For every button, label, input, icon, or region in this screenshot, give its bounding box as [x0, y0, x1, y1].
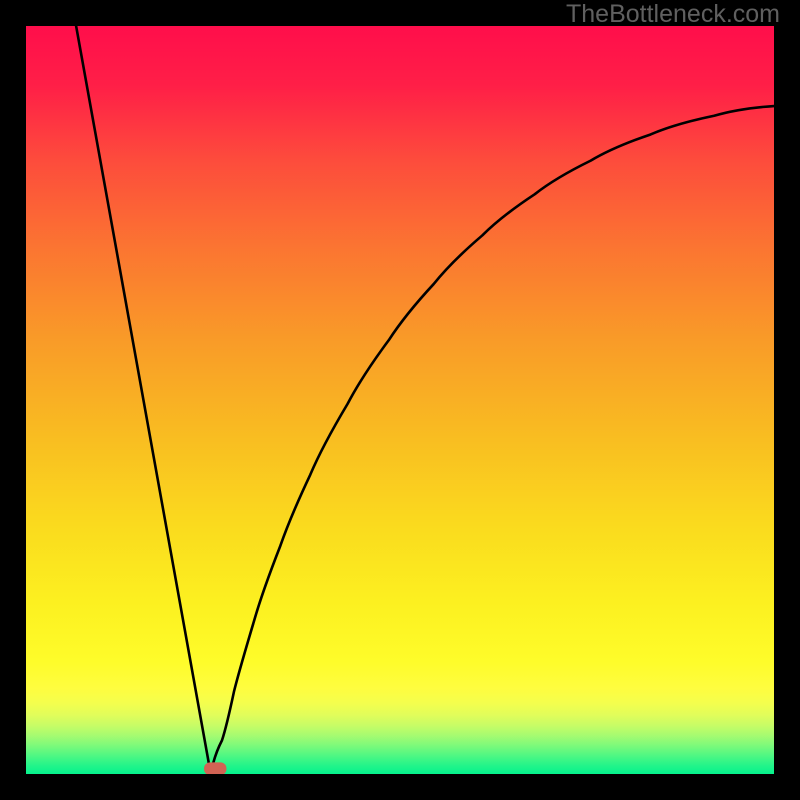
minimum-marker: [204, 762, 226, 775]
bottleneck-chart: [0, 0, 800, 800]
watermark-text: TheBottleneck.com: [566, 0, 780, 29]
plot-background: [26, 26, 774, 774]
chart-root: TheBottleneck.com: [0, 0, 800, 800]
